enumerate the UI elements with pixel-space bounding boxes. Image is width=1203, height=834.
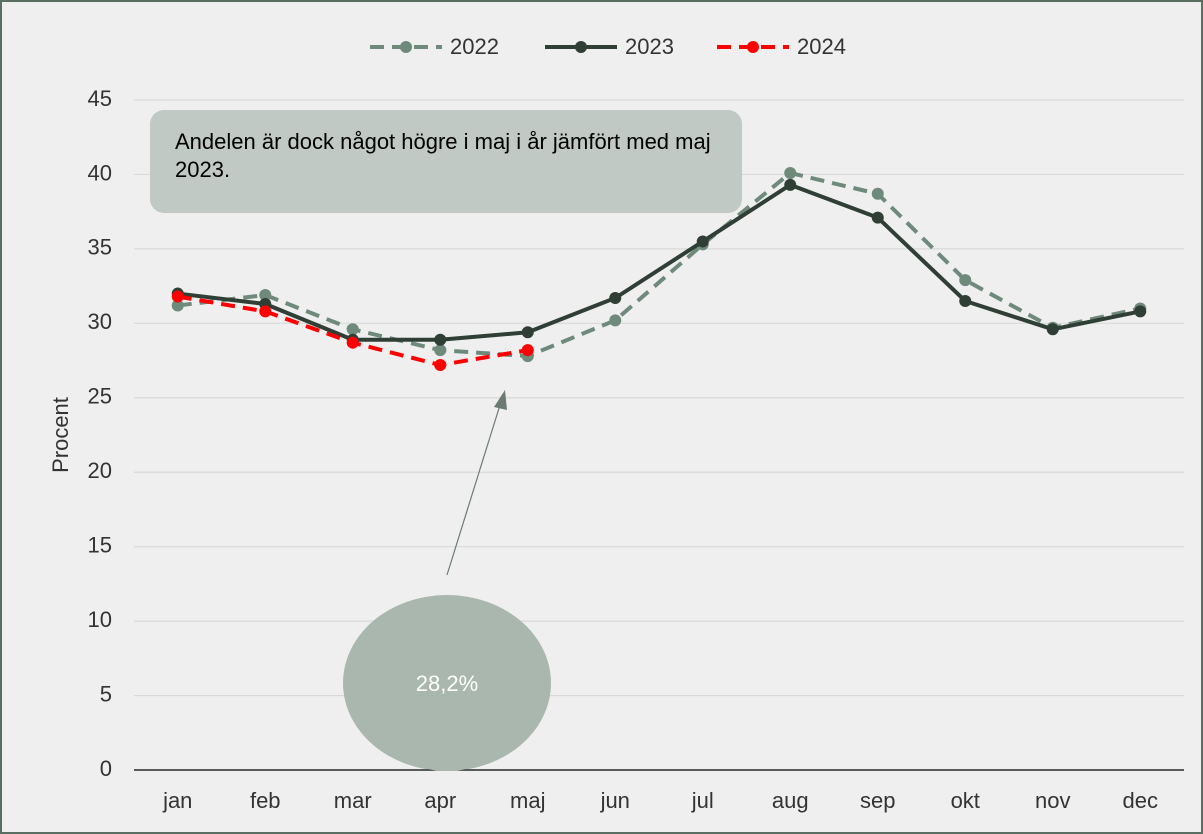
data-point [521,326,534,339]
data-point [171,290,184,303]
x-tick-label: jul [691,788,714,813]
data-point [171,299,184,312]
y-tick-label: 40 [88,160,112,185]
data-point [609,314,622,327]
callout-text: Andelen är dock något högre i maj i år j… [175,129,711,182]
x-tick-label: aug [772,788,809,813]
y-tick-label: 45 [88,86,112,111]
y-tick-label: 30 [88,309,112,334]
y-tick-label: 0 [100,756,112,781]
callout-ellipse [343,595,551,771]
arrow-head [494,390,507,410]
data-point [346,323,359,336]
data-point [871,211,884,224]
y-tick-label: 15 [88,532,112,557]
x-tick-label: okt [951,788,980,813]
series-line [177,170,1141,359]
data-point [696,235,709,248]
x-tick-label: nov [1035,788,1070,813]
data-point [434,344,447,357]
data-point [346,336,359,349]
y-tick-label: 25 [88,384,112,409]
data-point [434,359,447,372]
callout-box [150,110,742,213]
data-point [959,295,972,307]
x-tick-label: apr [424,788,456,813]
data-point [434,333,447,346]
callout-text-box: Andelen är dock något högre i maj i år j… [175,129,711,182]
legend-marker [575,41,587,53]
y-tick-label: 35 [88,235,112,260]
y-tick-label: 5 [100,681,112,706]
x-tick-label: feb [250,788,281,813]
legend-marker [747,41,759,53]
x-tick-label: maj [510,788,545,813]
data-point [871,187,884,200]
legend-label: 2023 [625,34,674,59]
legend-label: 2024 [797,34,846,59]
data-point [259,289,272,302]
data-point [1134,305,1147,318]
data-point [259,305,272,318]
series-line [177,182,1141,342]
y-axis-label: Procent [48,397,73,473]
callout-value: 28,2% [416,671,478,696]
arrow-line [446,404,501,576]
data-point [609,292,622,305]
x-tick-label: sep [860,788,895,813]
y-tick-label: 20 [88,458,112,483]
data-point [959,274,972,287]
legend-label: 2022 [450,34,499,59]
data-point [1046,323,1059,336]
x-tick-label: jan [162,788,192,813]
data-point [784,178,797,191]
x-tick-label: mar [334,788,372,813]
x-tick-label: jun [600,788,630,813]
legend-marker [400,41,412,53]
data-point [521,344,534,357]
y-tick-label: 10 [88,607,112,632]
data-point [784,166,797,179]
x-tick-label: dec [1123,788,1158,813]
